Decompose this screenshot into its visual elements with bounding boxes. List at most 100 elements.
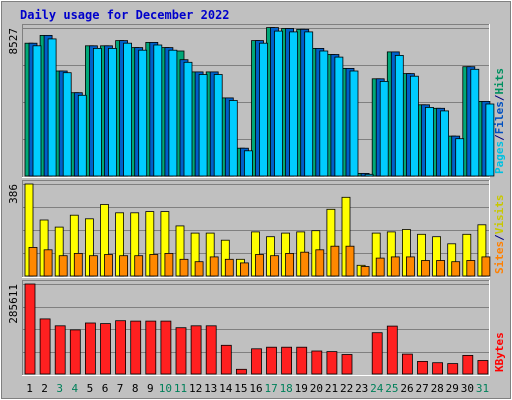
bar-kbytes-day-17 — [266, 346, 277, 375]
bar-pages-day-24 — [379, 81, 389, 177]
x-tick-label: 30 — [461, 382, 474, 395]
bar-kbytes-day-12 — [190, 325, 202, 375]
bar-pages-day-8 — [138, 49, 148, 177]
bar-kbytes-day-30 — [462, 354, 474, 375]
bar-pages-day-13 — [213, 74, 223, 177]
x-tick-label: 9 — [147, 382, 154, 395]
legend: KBytes — [493, 332, 506, 372]
x-tick-label: 21 — [325, 382, 338, 395]
x-tick-label: 19 — [295, 382, 308, 395]
bar-kbytes-day-29 — [447, 363, 459, 375]
y-max-label: 8527 — [7, 28, 20, 55]
y-max-label: 386 — [7, 184, 20, 204]
bar-pages-day-10 — [168, 49, 178, 177]
bar-sites-day-12 — [194, 261, 204, 277]
legend: Sites/Visits — [493, 195, 506, 275]
bar-kbytes-day-3 — [54, 325, 66, 375]
bar-kbytes-day-28 — [432, 362, 444, 375]
bar-kbytes-day-2 — [39, 318, 51, 375]
bar-kbytes-day-5 — [85, 322, 96, 375]
bar-pages-day-1 — [32, 45, 42, 177]
legend-separator: / — [493, 234, 506, 241]
bar-kbytes-day-24 — [371, 332, 383, 375]
legend-item-kbytes: KBytes — [493, 332, 506, 372]
x-tick-label: 4 — [71, 382, 78, 395]
x-tick-label: 14 — [219, 382, 233, 395]
bar-kbytes-day-9 — [145, 320, 157, 375]
bar-sites-day-4 — [73, 252, 83, 277]
bar-kbytes-day-21 — [326, 351, 338, 375]
bar-sites-day-29 — [451, 261, 461, 277]
bar-sites-day-17 — [270, 255, 279, 277]
x-tick-label: 12 — [189, 382, 202, 395]
bar-pages-day-22 — [349, 70, 359, 177]
x-tick-label: 28 — [431, 382, 444, 395]
bar-pages-day-23 — [364, 173, 374, 177]
bar-pages-day-12 — [198, 74, 208, 177]
x-tick-label: 15 — [234, 382, 247, 395]
x-tick-label: 18 — [280, 382, 293, 395]
x-tick-label: 24 — [370, 382, 384, 395]
panel-2: 386 Sites/Visits — [7, 180, 506, 278]
legend-item-pages: Pages — [493, 141, 506, 174]
bar-pages-day-7 — [123, 42, 132, 177]
bar-sites-day-7 — [119, 255, 128, 277]
x-tick-label: 17 — [264, 382, 277, 395]
bar-pages-day-6 — [108, 48, 117, 177]
bar-sites-day-6 — [104, 254, 113, 277]
bar-pages-day-20 — [319, 50, 329, 177]
x-tick-label: 5 — [87, 382, 94, 395]
x-tick-label: 6 — [102, 382, 109, 395]
bar-sites-day-5 — [89, 255, 98, 277]
legend-separator: / — [493, 94, 506, 101]
bar-kbytes-day-13 — [205, 325, 217, 375]
x-tick-label: 29 — [446, 382, 459, 395]
bar-pages-day-31 — [485, 103, 495, 177]
bar-kbytes-day-18 — [281, 346, 293, 375]
bar-sites-day-2 — [43, 249, 53, 277]
legend-separator: / — [493, 134, 506, 141]
x-tick-label: 1 — [26, 382, 33, 395]
x-tick-label: 3 — [56, 382, 63, 395]
bar-pages-day-27 — [425, 107, 434, 177]
bar-kbytes-day-27 — [417, 360, 428, 375]
bar-kbytes-day-25 — [386, 325, 398, 375]
bar-kbytes-day-22 — [341, 354, 353, 375]
bar-pages-day-5 — [93, 48, 102, 177]
bar-pages-day-2 — [47, 38, 57, 177]
bar-pages-day-26 — [409, 75, 419, 177]
bar-pages-day-3 — [62, 72, 72, 177]
bar-kbytes-day-7 — [115, 320, 126, 375]
bar-sites-day-22 — [345, 245, 355, 277]
bar-pages-day-4 — [77, 94, 87, 177]
x-tick-label: 11 — [174, 382, 187, 395]
chart-title: Daily usage for December 2022 — [20, 8, 230, 22]
bar-sites-day-30 — [466, 260, 476, 277]
bar-pages-day-14 — [228, 100, 238, 177]
bar-pages-day-30 — [470, 68, 480, 177]
bar-pages-day-16 — [259, 42, 268, 177]
y-max-label: 285611 — [7, 284, 20, 324]
bar-sites-day-3 — [58, 255, 68, 277]
bar-sites-day-10 — [164, 252, 174, 277]
bar-pages-day-15 — [243, 150, 253, 177]
x-tick-label: 20 — [310, 382, 323, 395]
bar-sites-day-11 — [179, 258, 189, 277]
x-tick-label: 27 — [415, 382, 428, 395]
bar-sites-day-20 — [315, 249, 325, 277]
bar-kbytes-day-14 — [220, 344, 232, 375]
bar-sites-day-18 — [285, 252, 295, 277]
bar-sites-day-15 — [239, 262, 249, 277]
bar-pages-day-18 — [289, 31, 299, 177]
bar-kbytes-day-6 — [100, 323, 111, 375]
x-tick-label: 10 — [159, 382, 172, 395]
x-tick-label: 26 — [400, 382, 413, 395]
bar-pages-day-11 — [183, 61, 193, 177]
x-tick-label: 13 — [204, 382, 217, 395]
legend-item-sites: Sites — [493, 241, 506, 274]
x-tick-label: 2 — [41, 382, 48, 395]
bar-sites-day-24 — [375, 257, 385, 277]
bar-pages-day-29 — [455, 138, 465, 177]
panel-3: 285611 KBytes — [7, 280, 506, 376]
